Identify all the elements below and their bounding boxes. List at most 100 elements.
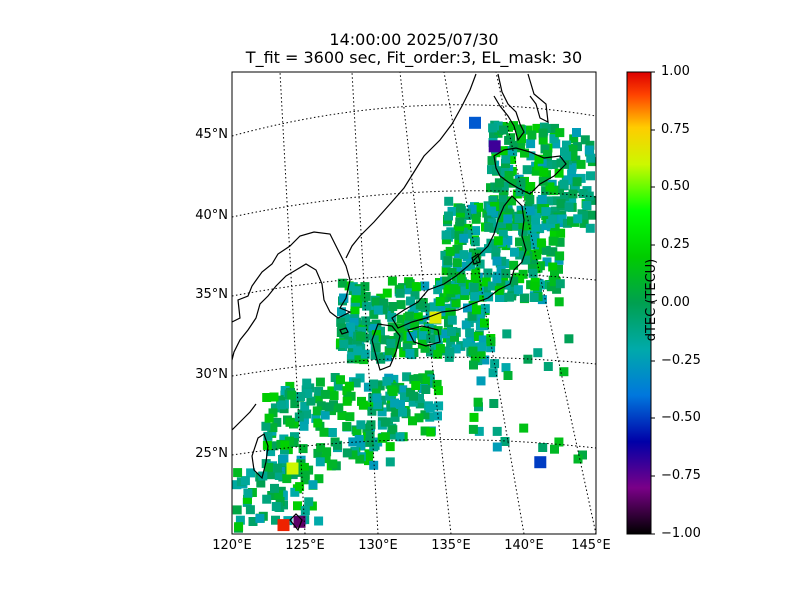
lon-label-130: 130°E [358,538,398,553]
dtec-cell [451,298,461,308]
dtec-cell [509,221,519,231]
dtec-cell [461,320,471,330]
dtec-cell [351,293,361,303]
dtec-cell [315,377,325,387]
dtec-cell [514,214,524,223]
dtec-cell [240,476,250,486]
dtec-cell [300,401,310,411]
dtec-cell [515,274,525,284]
dtec-cell [459,250,469,260]
dtec-cell [279,434,289,444]
dtec-cell [487,206,497,216]
dtec-cell [513,285,523,295]
dtec-cell [492,426,502,436]
dtec-cell [420,410,430,420]
map-title-line2: T_fit = 3600 sec, Fit_order:3, EL_mask: … [245,48,583,67]
dtec-cell [330,373,340,382]
dtec-cell [582,200,592,210]
dtec-cell [410,321,420,331]
dtec-cell [308,480,318,490]
dtec-cell [555,237,565,247]
dtec-cell [412,329,422,339]
dtec-cell [302,409,312,419]
dtec-cell [555,185,564,195]
taiwan-island [251,433,269,480]
dtec-cell [548,262,558,272]
dtec-cell [378,305,388,315]
dtec-cell [333,381,343,391]
dtec-notable-cell [277,519,290,532]
dtec-cell [531,215,541,225]
dtec-cell [442,276,452,286]
dtec-cell [382,376,392,386]
dtec-cell [272,417,282,427]
dtec-cell [243,494,252,504]
dtec-cell [377,407,387,417]
dtec-cell [415,394,424,403]
dtec-cell [528,258,538,268]
dtec-cell [546,282,556,292]
dtec-cell [306,396,316,406]
kyushu-island [371,323,401,371]
dtec-cell [504,135,514,145]
dtec-cell [474,402,483,412]
dtec-cell [487,165,496,175]
graticule [232,72,596,534]
dtec-cell [557,214,567,224]
dtec-cell [324,402,334,412]
dtec-cell [404,311,414,321]
dtec-cell [515,187,525,197]
dtec-cell [471,214,481,224]
honshu-island [391,195,527,329]
dtec-cell [264,413,274,423]
dtec-cell [552,284,562,294]
dtec-cell [454,231,464,240]
dtec-cell [518,227,528,237]
dtec-cell [449,284,459,294]
dtec-cell [377,433,387,443]
dtec-cell [255,513,265,523]
dtec-cell [452,258,462,268]
dtec-cell [493,121,503,131]
dtec-cell [337,323,347,333]
dtec-cell [525,195,535,204]
dtec-cell [452,262,462,272]
dtec-cell [555,128,565,138]
map-border [231,71,597,535]
dtec-cell [496,280,506,290]
dtec-cell [364,456,373,466]
dtec-cell [445,246,455,256]
dtec-cell [270,483,279,493]
dtec-cell [470,353,480,363]
dtec-cell [474,202,483,212]
dtec-cell [487,218,497,228]
dtec-cell [361,291,371,301]
dtec-cell [469,360,478,370]
dtec-cell [444,284,454,294]
dtec-cell [387,312,397,322]
dtec-cell [550,206,560,216]
dtec-cell [329,391,339,401]
dtec-cell [538,176,548,186]
dtec-cell [551,139,561,149]
lon-line-145 [495,72,596,534]
dtec-cell [492,256,502,266]
dtec-cell [567,163,577,173]
dtec-cell [262,393,272,402]
dtec-cell [396,323,406,333]
dtec-cell [486,238,496,248]
dtec-cell [425,412,435,422]
lon-line-135 [399,72,452,534]
lon-line-130 [351,72,379,534]
dtec-cell [494,178,504,188]
dtec-cell [526,182,536,191]
dtec-cell [463,303,472,313]
dtec-cell [540,144,550,154]
colorbar-label: dTEC (TECU) [644,258,659,342]
dtec-cell [261,421,271,431]
dtec-cell [321,454,331,464]
dtec-cell [287,390,297,400]
dtec-cell [275,497,285,506]
dtec-cell [508,178,517,188]
